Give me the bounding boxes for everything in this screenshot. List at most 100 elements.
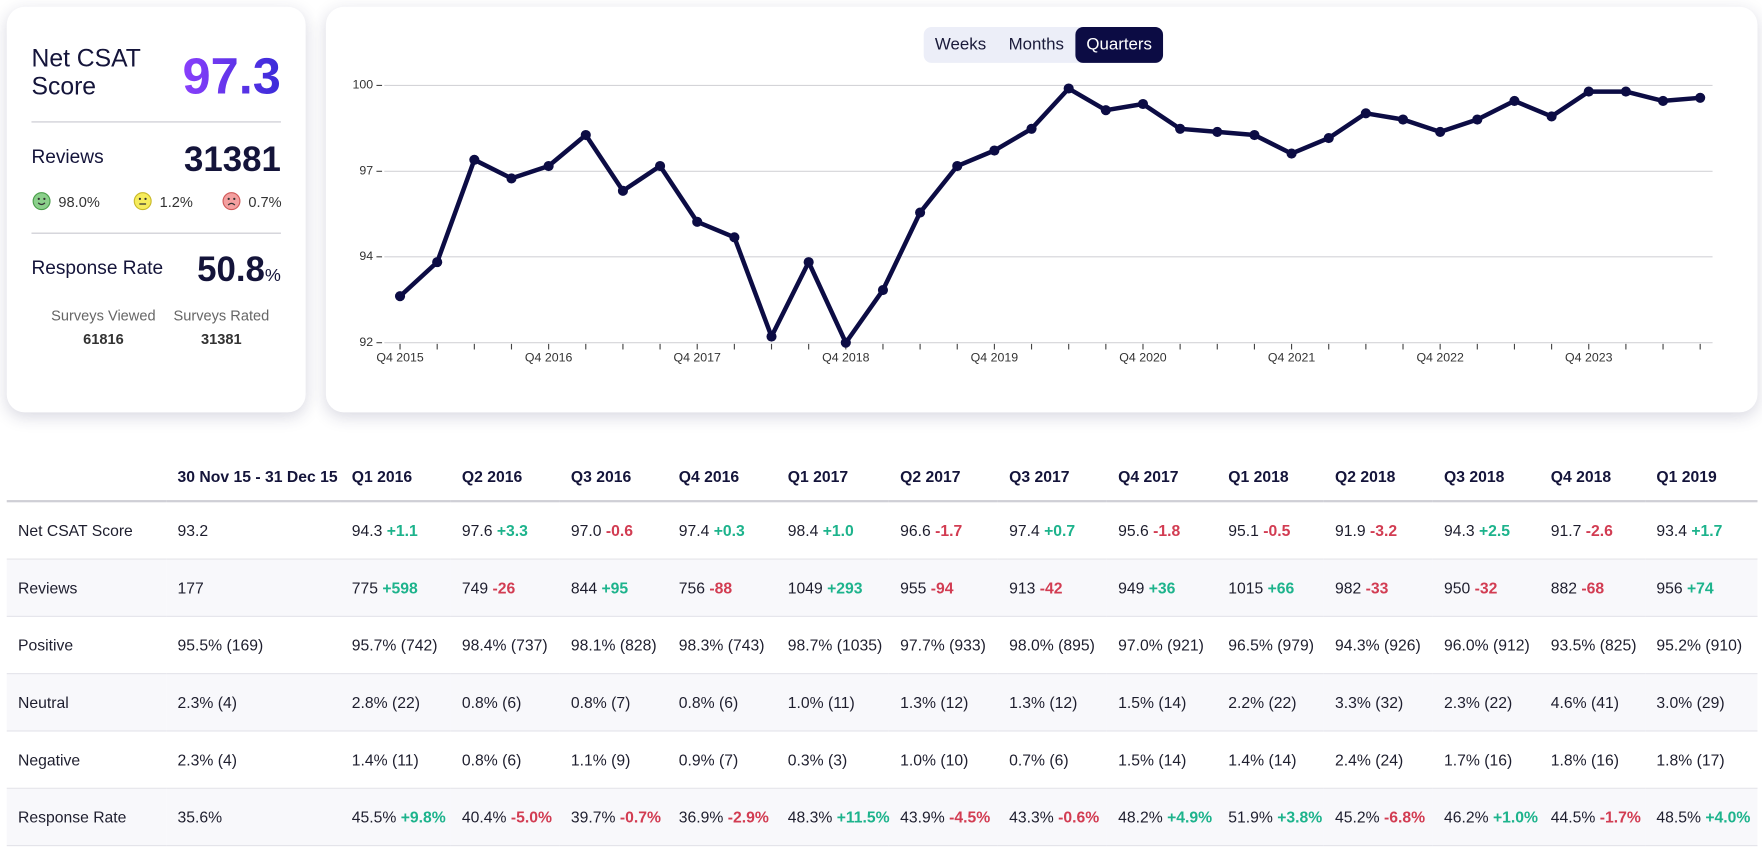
cell-value: 2.2% (22) [1228,693,1297,712]
cell-value: 949 [1118,578,1145,597]
table-row: Negative 2.3% (4) 1.4% (11) 0.8% (6) 1.1% (9… [6,730,1758,789]
cell-delta: -6.8% [1383,807,1426,826]
table-cell: 95.5% (169) [166,616,341,675]
cell-delta: +4.0% [1705,807,1751,826]
table-cell: 1.8% (16) [1539,730,1646,789]
period-button[interactable]: Quarters [1075,26,1164,63]
cell-delta: -68 [1581,578,1605,597]
table-cell: 950 -32 [1432,559,1540,617]
header-cell: Q4 2017 [1106,452,1217,503]
cell-delta: -42 [1039,578,1063,597]
face [222,192,241,211]
cell-delta: -1.7 [935,521,963,540]
header-cell: Q1 2017 [776,452,889,503]
table-cell: 96.5% (979) [1216,616,1324,675]
cell-value: 45.5% [351,807,397,826]
x-tick-label: Q4 2018 [822,351,870,365]
header-cell: Q4 2016 [667,452,777,503]
table-cell: 97.0% (921) [1106,616,1217,675]
point [1583,86,1594,97]
header-cell: Q2 2016 [450,452,560,503]
sentiment-value: 1.2% [159,193,193,211]
cell-value: 955 [900,578,927,597]
cell-value: 0.7% (6) [1009,750,1069,769]
cell-delta: -1.8 [1153,521,1181,540]
cell-delta: -33 [1365,578,1389,597]
cell-delta: +66 [1267,578,1295,597]
cell-value: 98.4% (737) [461,636,548,655]
cell-value: 46.2% [1443,807,1489,826]
point [877,284,889,296]
cell-delta: +95 [601,578,629,597]
header-row: 30 Nov 15 - 31 Dec 15 Q1 2016 Q2 2016 Q3 20… [6,452,1758,503]
cell-value: 48.5% [1656,807,1701,826]
table-cell: 1.3% (12) [888,673,998,732]
table-cell: 1.4% (11) [340,730,451,789]
cell-value: 2.4% (24) [1334,750,1404,769]
table-cell: 2.3% (22) [1432,673,1540,732]
x-tick-label: Q4 2022 [1416,351,1464,365]
cell-value: 48.2% [1118,807,1163,826]
table-cell: 40.4% -5.0% [450,788,560,847]
table-cell: 775 +598 [340,559,451,617]
cell-value: 93.5% (825) [1550,636,1637,655]
period-button[interactable]: Weeks [934,34,987,54]
response-label: Response Rate [31,257,164,279]
table-cell: 2.3% (4) [166,730,341,789]
data-table: 30 Nov 15 - 31 Dec 15 Q1 2016 Q2 2016 Q3 20… [6,452,1758,847]
cell-value: 45.2% [1334,807,1380,826]
row-label: Neutral [6,673,167,732]
chart-card: Weeks Months Quarters 92 94 97 100 Q4 2015 Q4 2… [325,6,1758,413]
y-tick-label: 92 [359,335,373,349]
y-tick-label: 97 [359,164,373,178]
period-button[interactable]: Months [1008,34,1064,54]
point [729,232,740,243]
point [1435,126,1446,137]
table-cell: 96.0% (912) [1432,616,1540,675]
point [543,160,554,172]
cell-value: 97.6 [461,521,493,540]
net-csat-value: 97.3 [182,47,281,105]
point [692,216,703,227]
table-cell: 93.2 [166,501,341,560]
face-eye [37,197,40,201]
cell-value: 1.5% (14) [1118,693,1187,712]
cell-delta: -94 [930,578,954,597]
sentiment-icon [133,192,152,211]
table-cell: 844 +95 [559,559,668,617]
point [915,207,926,218]
row-label: Net CSAT Score [6,501,167,560]
cell-value: 2.3% (4) [177,693,238,712]
face [133,192,152,211]
point [1360,108,1371,119]
table-cell: 0.8% (6) [667,673,777,732]
face-eye [138,197,142,201]
row-label: Reviews [6,559,167,617]
table-cell: 1.5% (14) [1106,730,1217,789]
cell-value: 98.3% (743) [678,636,765,655]
cell-value: 39.7% [570,807,616,826]
table-cell: 4.6% (41) [1539,673,1646,732]
table-cell: 1.8% (17) [1645,730,1758,789]
point [1175,123,1186,134]
table-cell: 1049 +293 [776,559,889,617]
cell-value: 95.7% (742) [351,636,438,655]
cell-delta: -5.0% [510,807,552,826]
cell-value: 749 [461,578,489,597]
point [655,160,666,172]
cell-value: 3.3% (32) [1334,693,1404,712]
sentiment-value: 0.7% [248,193,282,211]
table-cell: 45.2% -6.8% [1323,788,1433,847]
table-cell: 98.3% (743) [667,616,777,675]
row-label: Negative [6,730,167,789]
point [1137,98,1149,110]
point [506,173,517,184]
point [1323,133,1334,144]
reviews-value: 31381 [184,139,281,179]
sentiment-value: 98.0% [58,193,100,211]
point [840,337,851,348]
table-cell: 97.0 -0.6 [559,501,668,560]
table-cell: 2.3% (4) [166,673,341,732]
header-cell: 30 Nov 15 - 31 Dec 15 [166,452,341,503]
x-tick-label: Q4 2020 [1119,351,1167,365]
